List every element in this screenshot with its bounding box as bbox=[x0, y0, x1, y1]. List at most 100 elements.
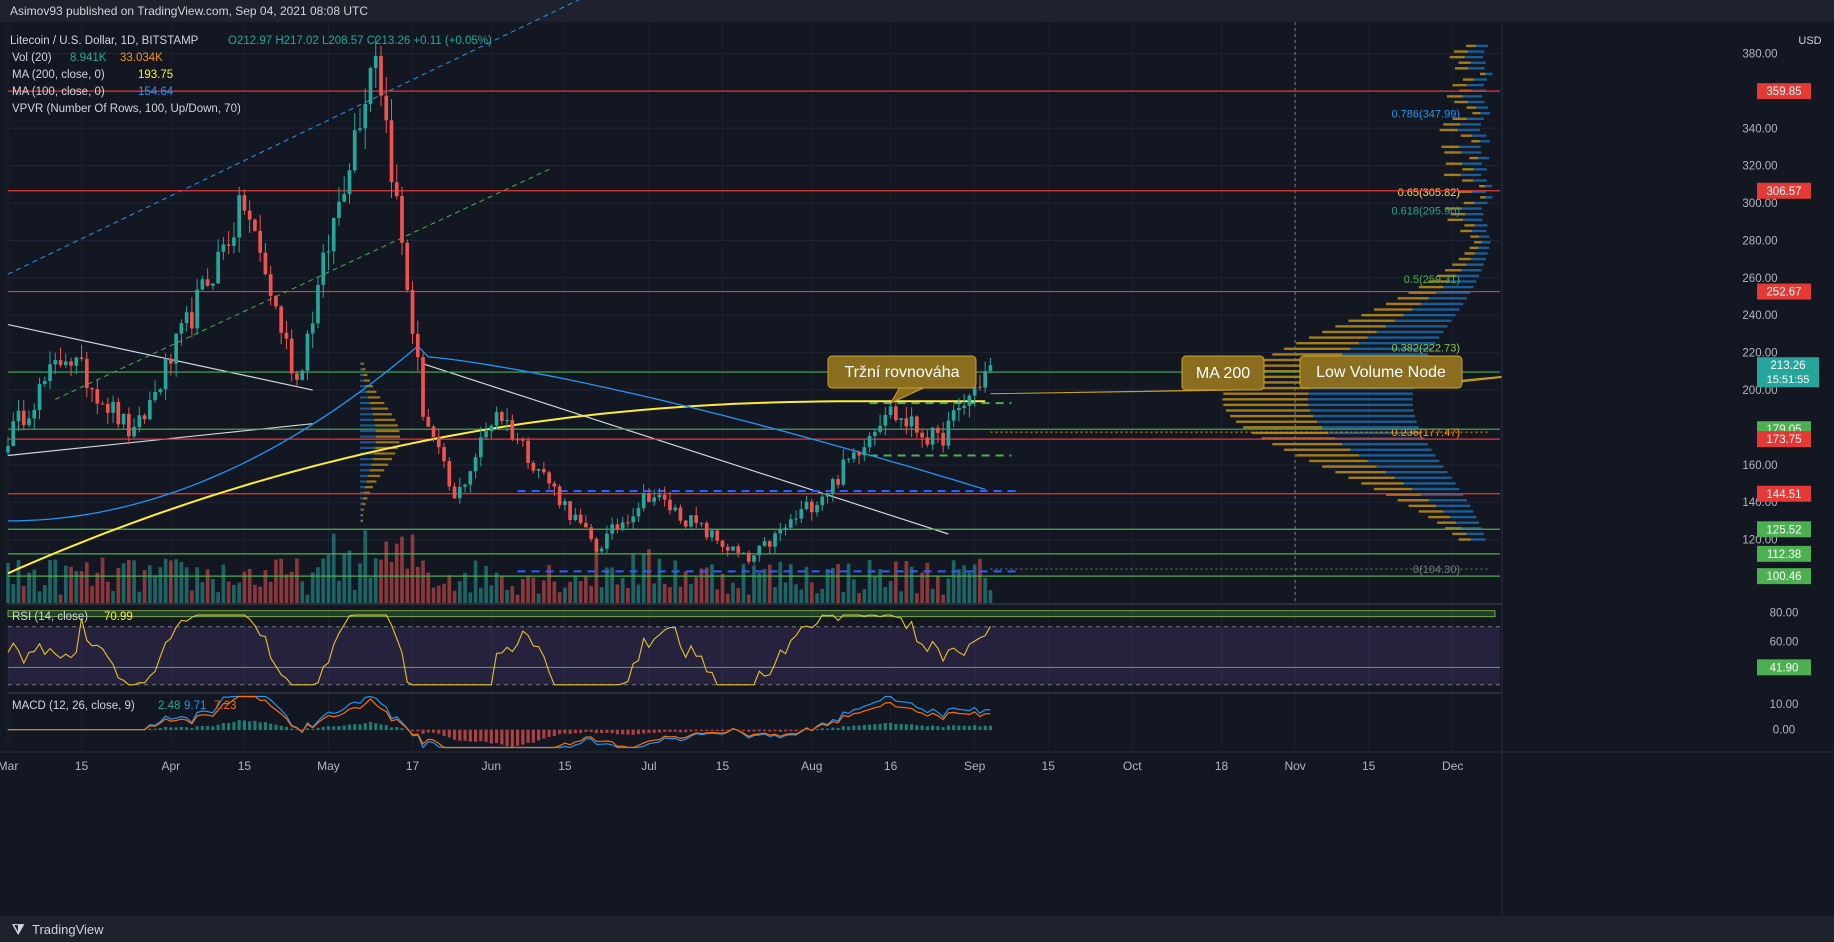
candle-body bbox=[526, 440, 530, 463]
vpvr-down-row bbox=[1463, 201, 1475, 205]
candle-body bbox=[347, 170, 352, 195]
volume-bar bbox=[237, 582, 241, 603]
candle bbox=[100, 401, 105, 405]
volume-bar bbox=[289, 571, 294, 603]
candle bbox=[594, 536, 599, 554]
macd-histogram-bar bbox=[731, 729, 735, 731]
candle bbox=[363, 88, 368, 150]
volume-bar bbox=[421, 560, 425, 603]
volume-bar bbox=[536, 593, 541, 603]
macd-histogram-bar bbox=[747, 729, 751, 732]
volume-bar bbox=[42, 585, 47, 603]
candle-body bbox=[626, 522, 630, 524]
candle bbox=[778, 522, 783, 542]
candle-body bbox=[536, 469, 541, 471]
vpvr-down-row bbox=[1309, 336, 1368, 339]
macd-histogram-bar bbox=[621, 729, 625, 735]
candle bbox=[53, 352, 58, 375]
vpvr-up-row bbox=[1385, 470, 1448, 474]
macd-histogram-bar bbox=[458, 729, 462, 741]
current-price-text: 213.26 bbox=[1770, 360, 1805, 372]
volume-bar bbox=[195, 567, 199, 603]
candle bbox=[74, 356, 79, 375]
macd-histogram-bar bbox=[542, 729, 546, 739]
macd-histogram-bar bbox=[710, 729, 714, 731]
symbol-title[interactable]: Litecoin / U.S. Dollar, 1D, BITSTAMP bbox=[10, 35, 199, 47]
vpvr-up-row bbox=[1474, 252, 1488, 255]
candle-body bbox=[783, 527, 788, 530]
candle-body bbox=[521, 439, 525, 441]
vpvr-down-row bbox=[1464, 252, 1475, 255]
macd-v2: 9.71 bbox=[184, 700, 206, 712]
vpvr-down-row bbox=[1437, 274, 1456, 278]
volume-bar bbox=[473, 560, 478, 603]
vpvr-down-row bbox=[1462, 78, 1474, 81]
vpvr-up-row bbox=[1470, 61, 1486, 64]
candle bbox=[568, 500, 572, 525]
macd-histogram-bar bbox=[169, 727, 173, 731]
volume-bar bbox=[836, 563, 840, 603]
time-label: 15 bbox=[1042, 759, 1056, 773]
macd-histogram-bar bbox=[694, 729, 698, 731]
volume-bar bbox=[783, 582, 788, 603]
volume-bar bbox=[809, 582, 814, 603]
macd-histogram-bar bbox=[846, 726, 851, 731]
volume-bar bbox=[468, 592, 473, 603]
vpvr-down-row bbox=[1449, 55, 1465, 59]
candle bbox=[967, 393, 972, 418]
tradingview-logo[interactable]: ⧩ TradingView bbox=[11, 921, 104, 937]
candle bbox=[904, 406, 909, 435]
macd-histogram-bar bbox=[558, 729, 562, 735]
local-vp-up bbox=[359, 379, 364, 382]
volume-bar bbox=[373, 558, 378, 603]
macd-histogram-bar bbox=[185, 727, 189, 731]
volume-bar bbox=[894, 561, 898, 603]
macd-histogram-bar bbox=[925, 726, 929, 731]
candle-body bbox=[63, 361, 68, 365]
volume-bar bbox=[358, 563, 362, 603]
candle bbox=[216, 239, 220, 284]
candle bbox=[457, 477, 462, 504]
volume-bar bbox=[211, 579, 215, 603]
volume-bar bbox=[867, 560, 872, 603]
candle bbox=[116, 397, 121, 428]
candle bbox=[915, 415, 919, 438]
volume-bar bbox=[710, 564, 714, 603]
candle-body bbox=[820, 496, 825, 505]
macd-histogram-bar bbox=[300, 729, 304, 731]
volume-bar bbox=[967, 572, 972, 603]
volume-bar bbox=[636, 584, 641, 603]
volume-bar bbox=[788, 564, 793, 603]
candle bbox=[841, 449, 846, 487]
candle-body bbox=[851, 452, 856, 459]
vpvr-down-row bbox=[1243, 426, 1323, 429]
macd-histogram-bar bbox=[405, 729, 409, 731]
candle bbox=[400, 186, 404, 256]
vpvr-down-row bbox=[1223, 403, 1309, 407]
candle bbox=[63, 353, 68, 368]
macd-histogram-bar bbox=[495, 729, 499, 744]
vpvr-down-row bbox=[1361, 313, 1404, 317]
candle-body bbox=[867, 436, 872, 448]
local-vp-up bbox=[359, 407, 372, 410]
candle bbox=[825, 492, 830, 504]
candle-body bbox=[951, 410, 956, 421]
vpvr-down-row bbox=[1225, 409, 1311, 412]
candle bbox=[184, 306, 189, 332]
price-level-tag: 100.46 bbox=[1757, 568, 1811, 585]
macd-histogram-bar bbox=[468, 729, 472, 742]
volume-bar bbox=[547, 565, 551, 603]
candle bbox=[820, 493, 825, 511]
vpvr-down-row bbox=[1335, 470, 1386, 474]
candle-body bbox=[211, 283, 215, 286]
candle-body bbox=[379, 55, 383, 96]
candle-body bbox=[321, 252, 326, 285]
candle-body bbox=[568, 501, 572, 521]
macd-histogram-bar bbox=[657, 729, 662, 733]
macd-histogram-bar bbox=[516, 729, 520, 746]
candle bbox=[331, 217, 336, 265]
candle-body bbox=[232, 237, 236, 246]
macd-histogram-bar bbox=[216, 724, 220, 731]
volume-bar bbox=[184, 567, 189, 603]
